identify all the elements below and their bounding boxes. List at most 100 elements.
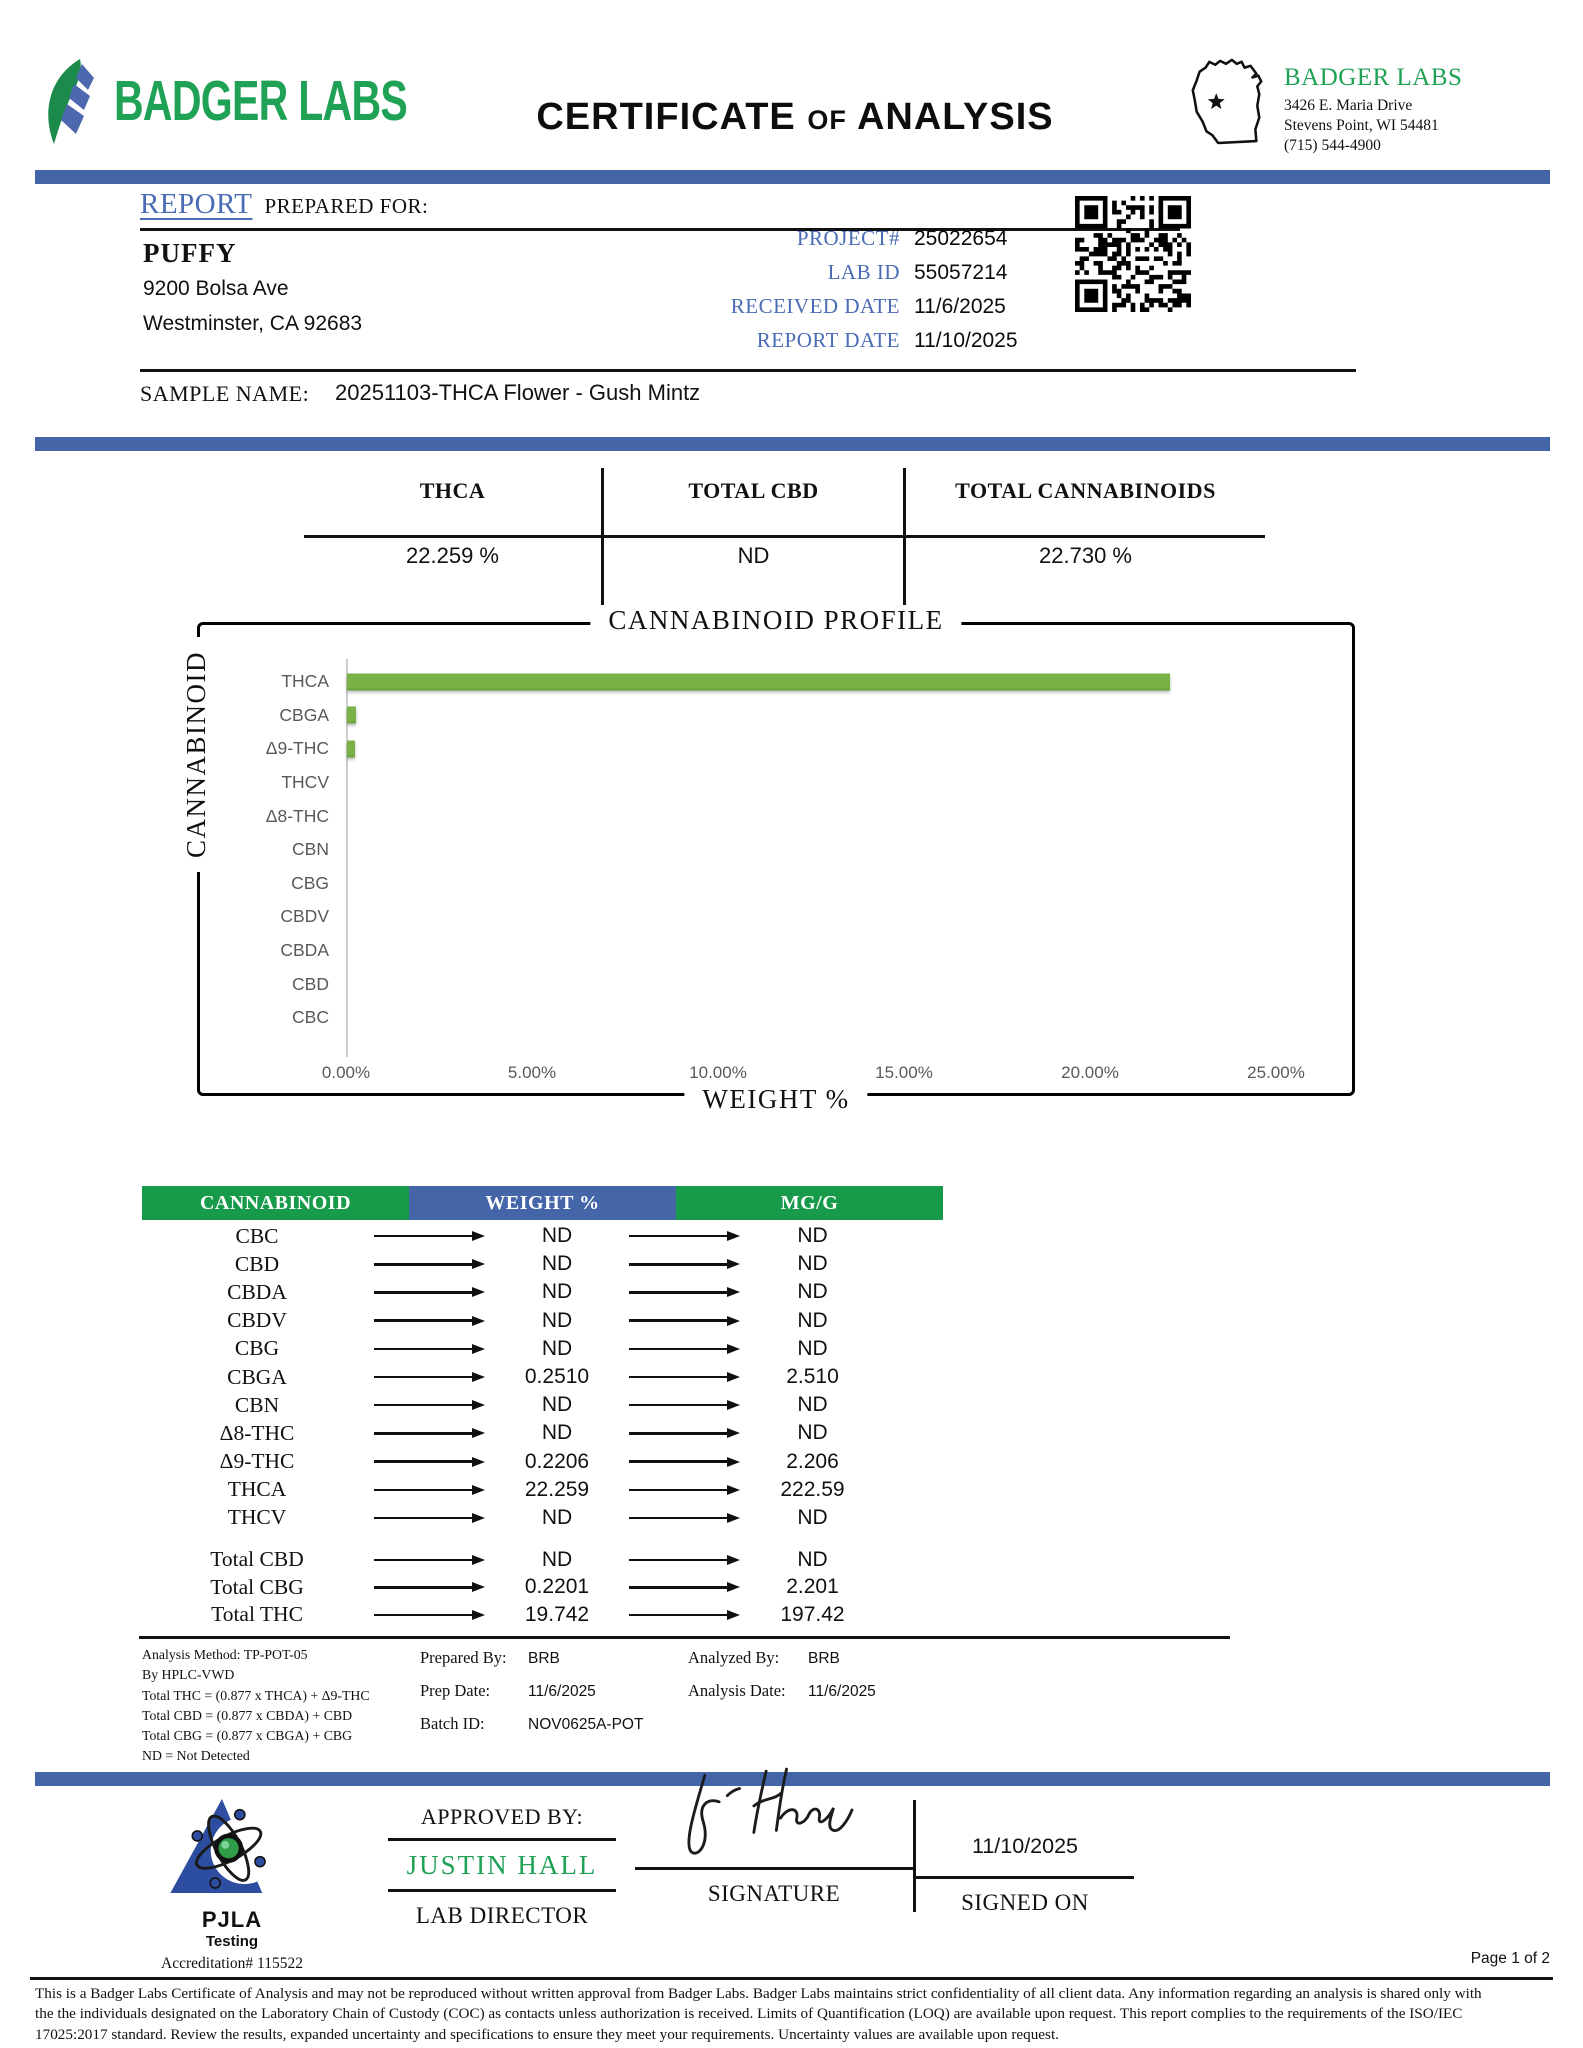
batch-id-label: Batch ID:	[420, 1714, 485, 1733]
analyzed-by-label: Analyzed By:	[688, 1648, 780, 1667]
leaf-icon	[48, 59, 94, 144]
arrow-icon	[627, 1287, 742, 1297]
chart-category-label: THCA	[281, 671, 329, 692]
lab-phone: (715) 544-4900	[1284, 137, 1381, 155]
logo-wordmark: BADGER LABS	[114, 68, 408, 133]
chart-x-tick: 0.00%	[321, 1063, 371, 1082]
report-field-row: LAB ID 55057214	[520, 260, 1032, 294]
arrow-icon	[372, 1316, 487, 1326]
badger-labs-logo: BADGER LABS	[44, 56, 521, 146]
table-row: Δ9-THC 0.2206 2.206	[142, 1448, 943, 1476]
chart-category-label: Δ8-THC	[265, 805, 329, 826]
signature-block: SIGNATURE	[635, 1752, 913, 1907]
arrow-icon	[372, 1372, 487, 1382]
chart-row: THCV	[200, 766, 1352, 800]
pjla-sub: Testing	[205, 1932, 259, 1950]
field-value: 11/10/2025	[914, 329, 1018, 352]
chart-track	[346, 799, 1270, 833]
table-row: Total THC 19.742 197.42	[142, 1601, 943, 1629]
chart-rows: THCA CBGA Δ9-THC THCV Δ8-THC CBN CBG CBDV CBDA CB…	[200, 665, 1352, 1035]
cannabinoid-name: CBDA	[227, 1279, 287, 1304]
chart-bar	[347, 740, 356, 758]
mgg-value: ND	[797, 1505, 828, 1529]
pjla-accreditation-block: PJLA Testing Accreditation# 115522	[107, 1790, 357, 1973]
table-header-cannabinoid: CANNABINOID	[142, 1186, 409, 1220]
chart-track	[346, 1001, 1270, 1035]
disclaimer-line: 17025:2017 standard. Review the results,…	[35, 2025, 1059, 2043]
method-note-line: Total THC = (0.877 x THCA) + Δ9-THC	[142, 1687, 370, 1703]
chart-category-label: CBD	[292, 973, 329, 994]
cannabinoid-name: CBC	[235, 1223, 279, 1248]
mgg-value: 2.206	[786, 1449, 839, 1473]
chart-row: CBGA	[200, 699, 1352, 733]
method-note-line: ND = Not Detected	[142, 1748, 250, 1764]
chart-row: CBDV	[200, 900, 1352, 934]
signature-label: SIGNATURE	[707, 1881, 841, 1906]
report-heading: REPORT PREPARED FOR:	[140, 188, 429, 220]
cannabinoid-name: Total CBG	[210, 1574, 304, 1599]
mgg-value: ND	[797, 1252, 828, 1276]
summary-col-total-cannabinoids: TOTAL CANNABINOIDS 22.730 %	[906, 468, 1265, 610]
arrow-icon	[627, 1582, 742, 1592]
chart-bar	[347, 673, 1170, 691]
divider-bar-mid	[35, 437, 1550, 451]
wisconsin-state-icon	[1191, 58, 1263, 145]
footer-vertical-divider	[913, 1800, 916, 1912]
cannabinoid-name: CBN	[234, 1392, 280, 1417]
field-value: 55057214	[914, 261, 1008, 284]
arrow-icon	[627, 1428, 742, 1438]
signature-rule	[635, 1867, 913, 1870]
chart-axis-line	[346, 659, 348, 1057]
arrow-icon	[627, 1555, 742, 1565]
report-field-row: PROJECT# 25022654	[520, 226, 1032, 260]
arrow-icon	[627, 1610, 742, 1620]
summary-col-total-cbd: TOTAL CBD ND	[604, 468, 906, 610]
chart-category-label: Δ9-THC	[265, 738, 329, 759]
arrow-icon	[372, 1400, 487, 1410]
summ ary-header: TOTAL CBD	[688, 478, 819, 503]
report-fields: PROJECT# 25022654 LAB ID 55057214 RECEIVED D…	[520, 226, 1032, 362]
weight-value: 19.742	[524, 1602, 590, 1626]
arrow-icon	[627, 1316, 742, 1326]
chart-row: CBC	[200, 1001, 1352, 1035]
chart-row: CBN	[200, 833, 1352, 867]
sample-name-label: SAMPLE NAME:	[140, 381, 310, 406]
chart-track	[346, 766, 1270, 800]
cannabinoid-name: CBD	[234, 1251, 280, 1276]
signed-on-block: 11/10/2025 SIGNED ON	[916, 1804, 1134, 1916]
prep-notes: Prepared By: BRB Prep Date: 11/6/2025 Batc…	[420, 1648, 643, 1747]
chart-x-tick: 25.00%	[1247, 1063, 1305, 1082]
weight-value: ND	[541, 1308, 573, 1332]
weight-value: ND	[541, 1252, 573, 1276]
chart-row: CBG	[200, 867, 1352, 901]
chart-track	[346, 934, 1270, 968]
table-row: Total CBD ND ND	[142, 1546, 943, 1574]
table-row: CBD ND ND	[142, 1250, 943, 1278]
method-notes: Analysis Method: TP-POT-05 By HPLC-VWD Tot…	[142, 1645, 482, 1767]
chart-x-axis-label: WEIGHT %	[684, 1084, 868, 1115]
table-header: CANNABINOID WEIGHT % MG/G	[142, 1186, 943, 1220]
lab-address-line2: Stevens Point, WI 54481	[1284, 117, 1439, 135]
table-row: CBN ND ND	[142, 1391, 943, 1419]
chart-category-label: CBG	[291, 872, 329, 893]
batch-id-value: NOV0625A-POT	[528, 1716, 644, 1733]
chart-category-label: CBC	[292, 1007, 329, 1028]
chart-category-label: CBDV	[280, 906, 329, 927]
arrow-icon	[627, 1372, 742, 1382]
chart-bar	[347, 706, 357, 724]
chart-x-tick: 15.00%	[875, 1063, 933, 1082]
mgg-value: ND	[797, 1421, 828, 1445]
pjla-name: PJLA	[201, 1907, 263, 1933]
mgg-value: 2.201	[786, 1575, 839, 1599]
summary-header: TOTAL CANNABINOIDS	[955, 478, 1216, 503]
pjla-accreditation: Accreditation# 115522	[161, 1954, 303, 1972]
chart-category-label: CBGA	[279, 704, 329, 725]
chart-track	[346, 900, 1270, 934]
cannabinoid-name: THCA	[227, 1477, 287, 1502]
arrow-icon	[372, 1428, 487, 1438]
chart-row: CBDA	[200, 934, 1352, 968]
notes-rule	[139, 1636, 1230, 1639]
weight-value: 0.2206	[524, 1449, 590, 1473]
cannabinoid-name: Δ8-THC	[219, 1420, 295, 1445]
